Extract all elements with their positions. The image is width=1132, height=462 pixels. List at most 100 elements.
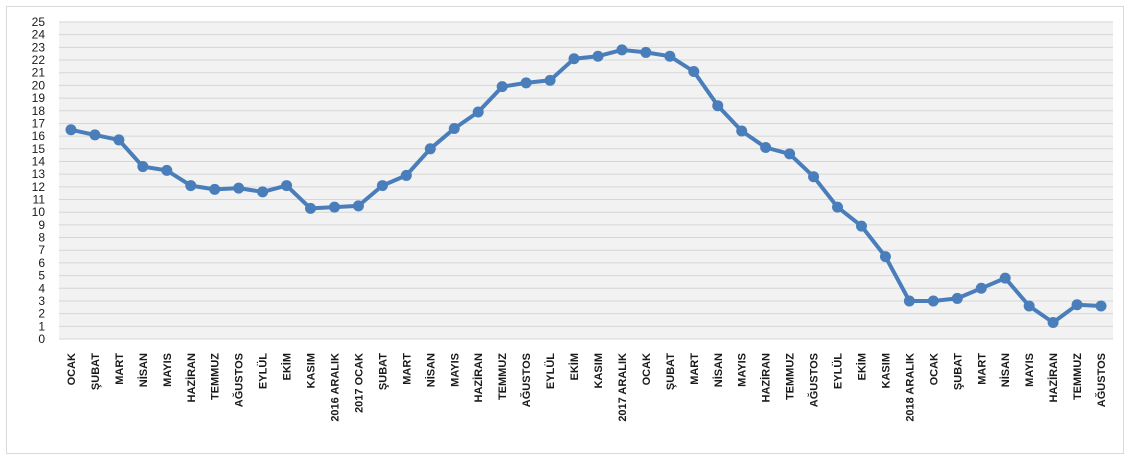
data-point: [472, 106, 484, 118]
x-tick-label: HAZİRAN: [185, 353, 198, 403]
y-tick-label: 24: [32, 28, 46, 42]
data-point: [640, 46, 652, 58]
x-tick-label: KASIM: [593, 353, 605, 388]
data-point: [903, 295, 915, 307]
data-point: [736, 125, 748, 137]
data-point: [520, 77, 532, 89]
x-tick-label: EYLÜL: [832, 353, 845, 389]
x-tick-label: 2017 ARALIK: [617, 353, 629, 422]
x-tick-label: EYLÜL: [257, 353, 270, 389]
y-tick-label: 22: [32, 53, 46, 67]
y-tick-label: 0: [38, 332, 45, 346]
data-point: [281, 180, 293, 192]
data-point: [257, 186, 269, 198]
x-tick-label: OCAK: [928, 353, 940, 385]
x-tick-label: KASIM: [880, 353, 892, 388]
y-tick-label: 8: [38, 231, 45, 245]
data-point: [808, 171, 820, 183]
data-point: [855, 220, 867, 232]
x-tick-label: AĞUSTOS: [1095, 353, 1108, 407]
x-tick-label: NİSAN: [999, 353, 1012, 387]
x-tick-label: NİSAN: [137, 353, 150, 387]
y-tick-label: 10: [32, 205, 46, 219]
data-point: [616, 44, 628, 56]
x-tick-label: AĞUSTOS: [520, 353, 533, 407]
x-tick-label: 2017 OCAK: [353, 353, 365, 413]
data-point: [328, 201, 340, 213]
y-tick-label: 21: [32, 66, 46, 80]
x-tick-label: MAYIS: [162, 353, 174, 387]
y-tick-label: 17: [32, 116, 46, 130]
x-tick-label: EKİM: [281, 353, 294, 381]
x-tick-label: TEMMUZ: [785, 353, 797, 400]
y-tick-label: 23: [32, 40, 46, 54]
data-point: [999, 272, 1011, 284]
y-tick-label: 5: [38, 269, 45, 283]
x-tick-label: 2018 ARALIK: [904, 353, 916, 422]
data-point: [137, 161, 149, 173]
x-tick-label: 2016 ARALIK: [329, 353, 341, 422]
data-point: [305, 202, 317, 214]
x-tick-label: MART: [976, 353, 988, 385]
data-point: [352, 200, 364, 212]
line-chart: 0123456789101112131415161718192021222324…: [32, 15, 1113, 422]
data-point: [688, 65, 700, 77]
x-tick-label: OCAK: [641, 353, 653, 385]
data-point: [161, 164, 173, 176]
y-tick-label: 6: [38, 256, 45, 270]
x-tick-label: ŞUBAT: [377, 353, 389, 390]
y-tick-label: 4: [38, 281, 45, 295]
y-tick-label: 25: [32, 15, 46, 29]
data-point: [664, 50, 676, 62]
y-tick-label: 11: [33, 193, 46, 207]
x-tick-label: EKİM: [855, 353, 868, 381]
y-tick-label: 9: [38, 218, 45, 232]
data-point: [760, 142, 772, 154]
x-tick-label: ŞUBAT: [90, 353, 102, 390]
data-point: [879, 251, 891, 263]
x-tick-label: MAYIS: [1024, 353, 1036, 387]
data-point: [544, 74, 556, 86]
x-tick-label: KASIM: [306, 353, 318, 388]
x-tick-label: TEMMUZ: [497, 353, 509, 400]
data-point: [951, 292, 963, 304]
x-tick-label: ŞUBAT: [665, 353, 677, 390]
y-tick-label: 19: [32, 91, 46, 105]
x-tick-label: AĞUSTOS: [808, 353, 821, 407]
x-tick-label: MART: [114, 353, 126, 385]
data-point: [927, 295, 939, 307]
data-point: [400, 169, 412, 181]
data-point: [89, 129, 101, 141]
plot-area: [59, 22, 1113, 339]
data-point: [448, 123, 460, 135]
data-point: [592, 50, 604, 62]
x-tick-label: MAYIS: [737, 353, 749, 387]
y-tick-label: 12: [32, 180, 46, 194]
y-tick-label: 7: [38, 243, 45, 257]
x-tick-label: AĞUSTOS: [233, 353, 246, 407]
data-point: [209, 183, 221, 195]
x-tick-label: HAZİRAN: [1047, 353, 1060, 403]
x-tick-label: TEMMUZ: [210, 353, 222, 400]
data-point: [712, 100, 724, 112]
data-point: [784, 148, 796, 160]
x-tick-label: EKİM: [568, 353, 581, 381]
data-point: [1023, 300, 1035, 312]
data-point: [424, 143, 436, 155]
y-tick-label: 3: [38, 294, 45, 308]
data-point: [1047, 317, 1059, 329]
y-tick-label: 1: [38, 319, 45, 333]
x-tick-label: EYLÜL: [544, 353, 557, 389]
x-tick-label: MART: [401, 353, 413, 385]
y-tick-label: 2: [38, 307, 45, 321]
x-tick-label: HAZİRAN: [760, 353, 773, 403]
chart-frame: 0 1 2 3 4 5 6 7 8 9 10 11 12 13 14 15 16 17 18 19 20 21 22 23 24…: [6, 6, 1124, 454]
y-tick-label: 14: [32, 154, 46, 168]
data-point: [113, 134, 125, 146]
y-tick-label: 13: [32, 167, 46, 181]
data-point: [496, 81, 508, 93]
y-tick-label: 15: [32, 142, 46, 156]
data-point: [376, 180, 388, 192]
y-tick-label: 20: [32, 78, 46, 92]
data-point: [975, 282, 987, 294]
